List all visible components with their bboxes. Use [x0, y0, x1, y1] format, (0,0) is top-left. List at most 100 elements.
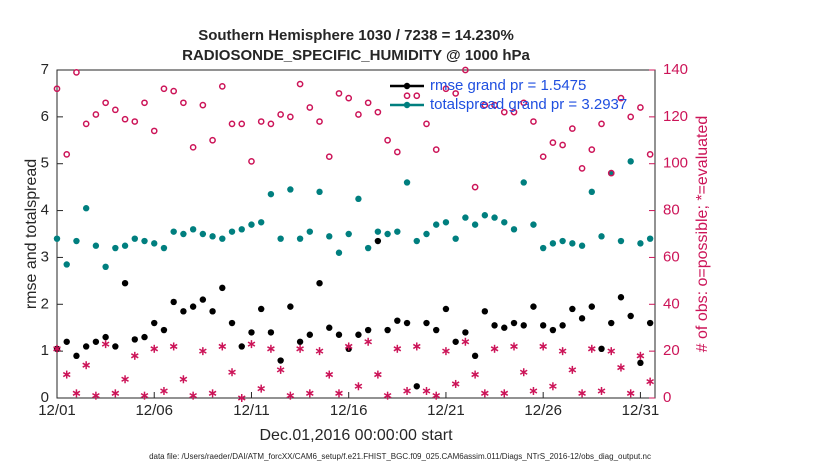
- point: [578, 315, 586, 322]
- obs-possible: [637, 104, 644, 111]
- y2-tick-label: 60: [663, 248, 680, 265]
- obs-possible: [209, 136, 216, 144]
- obs-evaluated: [286, 391, 295, 400]
- obs-evaluated: [578, 389, 586, 398]
- point: [384, 230, 391, 238]
- point: [598, 345, 605, 352]
- obs-possible: [316, 118, 323, 125]
- obs-possible: [218, 83, 226, 90]
- point: [646, 235, 654, 242]
- point: [92, 338, 100, 345]
- point: [471, 352, 479, 360]
- point: [131, 336, 138, 343]
- point: [374, 237, 382, 245]
- obs-possible: [248, 158, 255, 165]
- obs-evaluated: [189, 391, 197, 400]
- point: [364, 244, 372, 252]
- x-tick-label: 12/26: [524, 402, 562, 419]
- obs-evaluated: [150, 344, 159, 353]
- obs-possible: [452, 90, 460, 97]
- point: [248, 221, 255, 228]
- y2-tick-label: 100: [663, 155, 688, 172]
- obs-evaluated: [432, 391, 441, 400]
- point: [510, 319, 518, 327]
- y-axis-label: rmse and totalspread: [23, 159, 40, 309]
- point: [588, 188, 595, 196]
- obs-possible: [150, 127, 158, 135]
- obs-evaluated: [130, 351, 139, 360]
- point: [530, 221, 537, 228]
- legend-marker: [403, 101, 411, 109]
- obs-possible: [131, 118, 139, 125]
- point: [501, 324, 508, 331]
- obs-possible: [180, 99, 187, 107]
- point: [121, 242, 129, 249]
- point: [539, 244, 547, 252]
- point: [199, 230, 207, 238]
- point: [189, 303, 197, 310]
- obs-evaluated: [568, 365, 577, 374]
- obs-possible: [481, 101, 489, 109]
- point: [394, 317, 401, 324]
- point: [199, 296, 207, 303]
- point: [248, 329, 255, 336]
- point: [306, 228, 314, 235]
- point: [82, 343, 90, 350]
- point: [413, 383, 420, 390]
- obs-possible: [500, 108, 508, 116]
- point: [627, 312, 634, 320]
- obs-evaluated: [529, 386, 538, 395]
- point: [151, 319, 158, 327]
- chart-title: Southern Hemisphere 1030 / 7238 = 14.230…: [198, 27, 514, 44]
- obs-possible: [423, 120, 430, 128]
- obs-evaluated: [92, 391, 100, 400]
- obs-evaluated: [199, 347, 207, 356]
- y-tick-label: 1: [41, 342, 49, 359]
- y-tick-label: 2: [41, 295, 49, 312]
- point: [442, 305, 450, 313]
- obs-evaluated: [422, 386, 431, 395]
- obs-evaluated: [276, 365, 285, 374]
- point: [530, 303, 537, 310]
- legend-label: rmse grand pr = 1.5475: [430, 77, 586, 94]
- obs-possible: [520, 99, 528, 107]
- obs-possible: [63, 150, 71, 158]
- obs-evaluated: [636, 351, 645, 360]
- legend-marker: [403, 82, 411, 90]
- obs-evaluated: [179, 375, 188, 384]
- obs-evaluated: [257, 384, 266, 393]
- x-tick-label: 12/16: [330, 402, 368, 419]
- obs-possible: [462, 66, 469, 74]
- point: [578, 242, 586, 249]
- point: [510, 226, 518, 233]
- obs-evaluated: [111, 389, 120, 398]
- point: [53, 235, 61, 242]
- obs-possible: [141, 99, 148, 107]
- point: [141, 237, 148, 245]
- point: [481, 308, 489, 315]
- obs-possible: [53, 85, 61, 93]
- point: [598, 233, 605, 240]
- obs-evaluated: [364, 337, 372, 346]
- point: [267, 190, 275, 198]
- point: [462, 329, 469, 336]
- point: [481, 212, 489, 219]
- point: [219, 235, 226, 242]
- obs-possible: [374, 108, 382, 116]
- obs-possible: [530, 118, 537, 125]
- point: [170, 228, 177, 235]
- point: [335, 249, 343, 256]
- point: [471, 221, 479, 228]
- point: [73, 237, 80, 245]
- obs-evaluated: [247, 340, 256, 349]
- point: [180, 230, 187, 238]
- point: [180, 308, 187, 315]
- obs-evaluated: [617, 363, 625, 372]
- obs-possible: [588, 146, 596, 154]
- point: [296, 338, 304, 345]
- point: [335, 331, 343, 338]
- obs-evaluated: [296, 344, 304, 353]
- point: [403, 319, 411, 327]
- point: [413, 237, 420, 245]
